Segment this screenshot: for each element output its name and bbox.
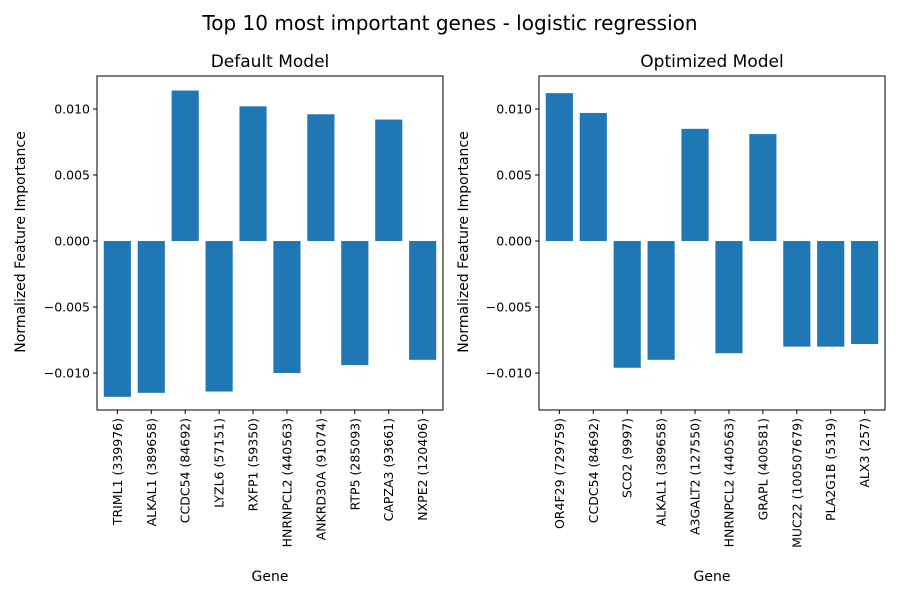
x-tick-label: CAPZA3 (93661) — [381, 418, 396, 521]
bar — [613, 241, 641, 368]
x-tick-label: RXFP1 (59350) — [246, 418, 261, 511]
x-tick-label: CCDC54 (84692) — [586, 418, 601, 523]
optimized-model-chart: Optimized Model Gene Normalized Feature … — [456, 52, 886, 585]
y-tick-label: 0.000 — [54, 234, 90, 249]
bar — [579, 112, 607, 242]
bar — [103, 241, 131, 397]
x-tick-label: HNRNPCL2 (440563) — [721, 418, 736, 547]
bar — [137, 241, 165, 393]
bar — [341, 241, 369, 366]
x-tick-label: OR4F29 (729759) — [552, 418, 567, 529]
y-tick-label: −0.010 — [486, 366, 532, 381]
figure-title: Top 10 most important genes - logistic r… — [201, 11, 697, 35]
x-tick-label: SCO2 (9997) — [620, 418, 635, 498]
x-tick-label: CCDC54 (84692) — [178, 418, 193, 523]
bar — [171, 90, 199, 242]
x-tick-label: ANKRD30A (91074) — [313, 418, 328, 540]
x-tick-label: HNRNPCL2 (440563) — [279, 418, 294, 547]
bar — [239, 106, 267, 242]
x-axis-label: Gene — [694, 569, 731, 585]
bar — [647, 241, 675, 360]
x-tick-label: MUC22 (100507679) — [789, 418, 804, 548]
bar — [375, 119, 403, 242]
bar — [545, 93, 573, 242]
default-model-chart: Default Model Gene Normalized Feature Im… — [13, 52, 444, 585]
bar — [409, 241, 437, 360]
bar — [817, 241, 845, 347]
x-tick-label: NXPE2 (120406) — [415, 418, 430, 521]
bar — [205, 241, 233, 392]
x-axis-label: Gene — [252, 569, 289, 585]
plot-frame — [538, 75, 886, 411]
y-tick-label: 0.005 — [496, 168, 532, 183]
y-tick-label: −0.010 — [44, 366, 90, 381]
bar — [273, 241, 301, 374]
y-tick-label: 0.010 — [496, 102, 532, 117]
plot-frame — [96, 75, 444, 411]
y-tick-label: −0.005 — [486, 300, 532, 315]
x-tick-label: GRAPL (400581) — [755, 418, 770, 520]
x-tick-label: RTP5 (285093) — [347, 418, 362, 510]
bar — [307, 114, 335, 242]
chart-title: Default Model — [211, 52, 330, 72]
y-tick-label: 0.010 — [54, 102, 90, 117]
y-axis-label: Normalized Feature Importance — [456, 131, 472, 352]
y-tick-label: 0.005 — [54, 168, 90, 183]
y-tick-label: −0.005 — [44, 300, 90, 315]
bar — [715, 241, 743, 354]
bar — [851, 241, 879, 344]
x-tick-label: A3GALT2 (127550) — [688, 418, 703, 535]
bar — [749, 134, 777, 242]
bar — [681, 128, 709, 242]
x-tick-label: PLA2G1B (5319) — [823, 418, 838, 521]
x-tick-label: ALX3 (257) — [857, 418, 872, 488]
bar — [783, 241, 811, 347]
x-tick-label: ALKAL1 (389658) — [144, 418, 159, 526]
x-tick-label: LYZL6 (57151) — [212, 418, 227, 508]
chart-title: Optimized Model — [640, 52, 783, 72]
y-tick-label: 0.000 — [496, 234, 532, 249]
y-axis-label: Normalized Feature Importance — [13, 131, 29, 352]
x-tick-label: ALKAL1 (389658) — [654, 418, 669, 526]
x-tick-label: TRIML1 (339976) — [110, 418, 125, 526]
